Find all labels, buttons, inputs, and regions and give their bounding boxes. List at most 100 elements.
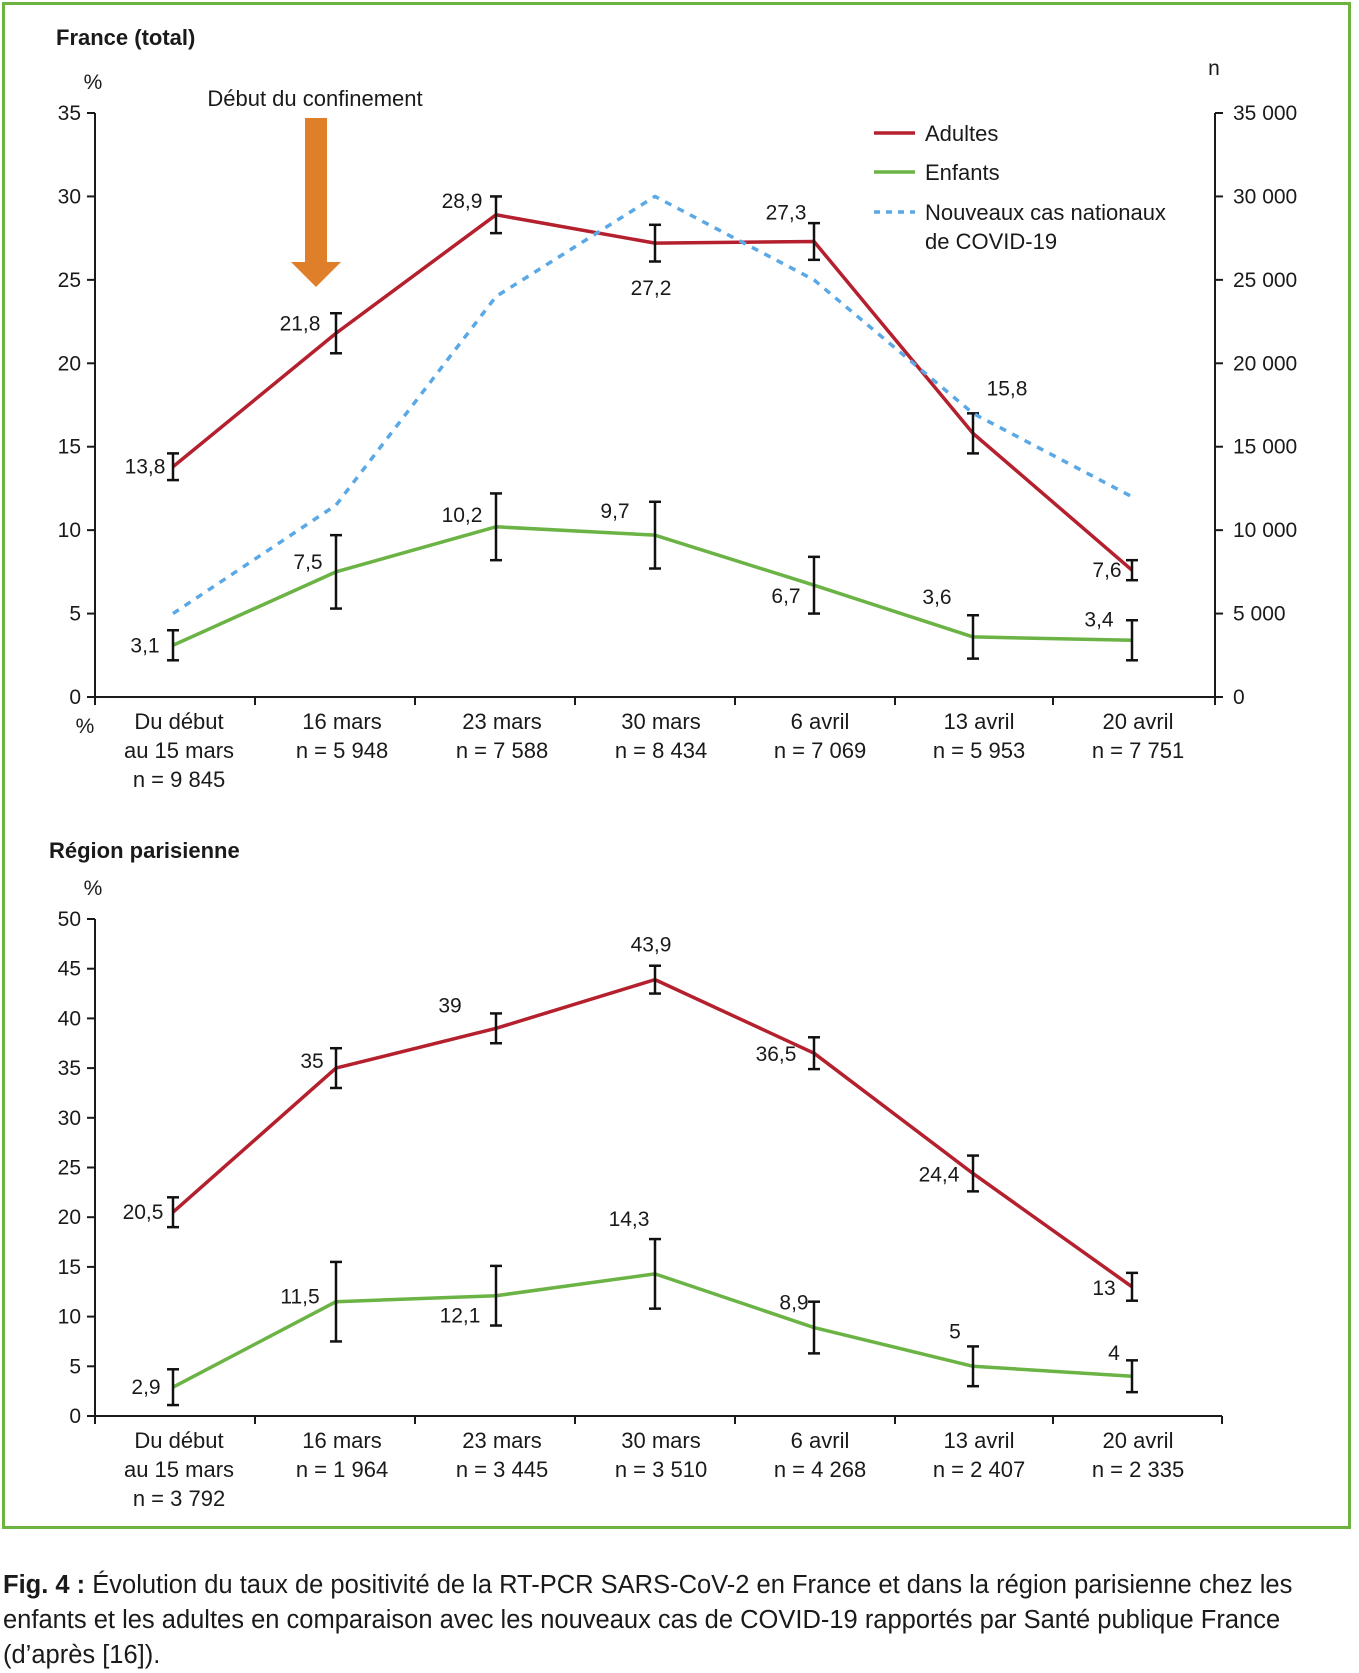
series-adultes: 13,8 21,8 28,9 27,2 27,3 15,8 7,6 — [125, 190, 1138, 582]
data-label: 3,1 — [130, 634, 159, 657]
data-label: 6,7 — [771, 585, 800, 608]
series-nouveaux — [172, 194, 1133, 616]
data-label: 12,1 — [440, 1305, 481, 1328]
y-tick-right-label: 35 000 — [1233, 102, 1297, 125]
y-tick-label: 0 — [69, 1405, 81, 1428]
data-label: 4 — [1108, 1342, 1120, 1365]
x-tick-label: n = 8 434 — [615, 738, 707, 763]
x-tick-label: 23 mars — [462, 1428, 541, 1453]
x-tick-label: n = 5 948 — [296, 738, 388, 763]
arrow-shaft — [305, 118, 327, 262]
y-tick-label: 10 — [58, 519, 81, 542]
legend-label-nouveaux: de COVID-19 — [925, 229, 1057, 254]
chart-title: France (total) — [56, 25, 195, 50]
series-line-nouveaux — [172, 194, 1133, 616]
figure-charts: France (total)% 0 5 10 15 20 25 30 35 Du début au … — [49, 25, 1297, 1511]
x-tick-label: n = 7 751 — [1092, 738, 1184, 763]
y-tick-label: 45 — [58, 958, 81, 981]
y-tick-label: 35 — [58, 102, 81, 125]
legend-label-nouveaux: Nouveaux cas nationaux — [925, 200, 1166, 225]
data-label: 39 — [438, 994, 461, 1017]
x-tick-label: 30 mars — [621, 709, 700, 734]
data-label: 3,4 — [1084, 608, 1114, 631]
y-tick-right-label: 10 000 — [1233, 519, 1297, 542]
x-tick-label: n = 3 445 — [456, 1457, 548, 1482]
data-label: 35 — [300, 1050, 323, 1073]
data-label: 7,5 — [293, 551, 322, 574]
series-enfants: 2,9 11,5 12,1 14,3 8,9 5 4 — [131, 1208, 1138, 1407]
data-label: 13 — [1092, 1277, 1115, 1300]
data-label: 36,5 — [756, 1043, 797, 1066]
legend-label-enfants: Enfants — [925, 160, 1000, 185]
y-axis-label: % — [84, 877, 103, 900]
x-tick-label: 16 mars — [302, 709, 381, 734]
y-tick-right-label: 5 000 — [1233, 603, 1286, 626]
series-line-enfants — [172, 525, 1133, 647]
y-tick-label: 20 — [58, 1206, 81, 1229]
x-tick-label: n = 7 588 — [456, 738, 548, 763]
chart-france-total: France (total)% 0 5 10 15 20 25 30 35 Du début au … — [56, 25, 1297, 792]
x-tick-label: au 15 mars — [124, 738, 234, 763]
data-label: 9,7 — [600, 500, 629, 523]
x-tick-label: n = 1 964 — [296, 1457, 388, 1482]
y-axis-label: % — [84, 71, 103, 94]
x-tick-label: 6 avril — [791, 709, 850, 734]
series-adultes: 20,5 35 39 43,9 36,5 24,4 13 — [123, 934, 1138, 1302]
x-tick-label: 30 mars — [621, 1428, 700, 1453]
legend: Adultes Enfants Nouveaux cas nationaux de C… — [874, 121, 1166, 254]
y-tick-right-label: 25 000 — [1233, 269, 1297, 292]
y-tick-label: 40 — [58, 1007, 81, 1030]
data-label: 24,4 — [919, 1163, 960, 1186]
data-label: 2,9 — [131, 1376, 160, 1399]
data-label: 27,3 — [766, 201, 807, 224]
data-label: 27,2 — [631, 277, 672, 300]
chart-region-parisienne: Région parisienne%05101520253035404550Du… — [49, 838, 1223, 1511]
x-tick-label: n = 5 953 — [933, 738, 1025, 763]
x-tick-label: 16 mars — [302, 1428, 381, 1453]
data-label: 21,8 — [280, 312, 321, 335]
x-tick-label: n = 2 407 — [933, 1457, 1025, 1482]
y-tick-label: 15 — [58, 436, 81, 459]
y-tick-label: 50 — [58, 908, 81, 931]
y-tick-label: 25 — [58, 1157, 81, 1180]
x-tick-label: n = 7 069 — [774, 738, 866, 763]
data-label: 13,8 — [125, 456, 166, 479]
figure-caption: Fig. 4 : Évolution du taux de positivité… — [3, 1568, 1355, 1673]
y-tick-label: 5 — [69, 603, 81, 626]
chart-title: Région parisienne — [49, 838, 240, 863]
annotation-label: Début du confinement — [207, 86, 422, 111]
x-tick-label: 20 avril — [1103, 1428, 1174, 1453]
x-tick-label: au 15 mars — [124, 1457, 234, 1482]
figure-frame — [2, 2, 1351, 1529]
data-label: 8,9 — [779, 1292, 808, 1315]
y-tick-right-label: 15 000 — [1233, 436, 1297, 459]
y-tick-right-label: 20 000 — [1233, 352, 1297, 375]
x-tick-label: n = 3 792 — [133, 1486, 225, 1511]
x-tick-label: 6 avril — [791, 1428, 850, 1453]
y-tick-label: 5 — [69, 1355, 81, 1378]
y-tick-label: 35 — [58, 1057, 81, 1080]
data-label: 43,9 — [631, 934, 672, 957]
x-tick-label: 13 avril — [944, 709, 1015, 734]
data-label: 7,6 — [1092, 559, 1121, 582]
data-label: 15,8 — [987, 377, 1028, 400]
data-label: 5 — [949, 1320, 961, 1343]
y-tick-label: 20 — [58, 352, 81, 375]
data-label: 28,9 — [442, 190, 483, 213]
data-label: 10,2 — [442, 504, 483, 527]
y-tick-right-label: 30 000 — [1233, 185, 1297, 208]
arrow-head — [291, 262, 341, 287]
x-tick-label: n = 2 335 — [1092, 1457, 1184, 1482]
caption-text: Évolution du taux de positivité de la RT… — [3, 1571, 1293, 1669]
x-tick-label: 23 mars — [462, 709, 541, 734]
y-tick-label: 10 — [58, 1306, 81, 1329]
data-label: 11,5 — [280, 1286, 319, 1309]
x-tick-label: n = 3 510 — [615, 1457, 707, 1482]
x-tick-label: 20 avril — [1103, 709, 1174, 734]
lockdown-annotation: Début du confinement — [207, 86, 423, 287]
caption-label: Fig. 4 : — [3, 1571, 86, 1599]
y-tick-label: 30 — [58, 1107, 81, 1130]
y-tick-label: 15 — [58, 1256, 81, 1279]
data-label: 14,3 — [609, 1208, 650, 1231]
x-tick-label: Du début — [134, 1428, 223, 1453]
